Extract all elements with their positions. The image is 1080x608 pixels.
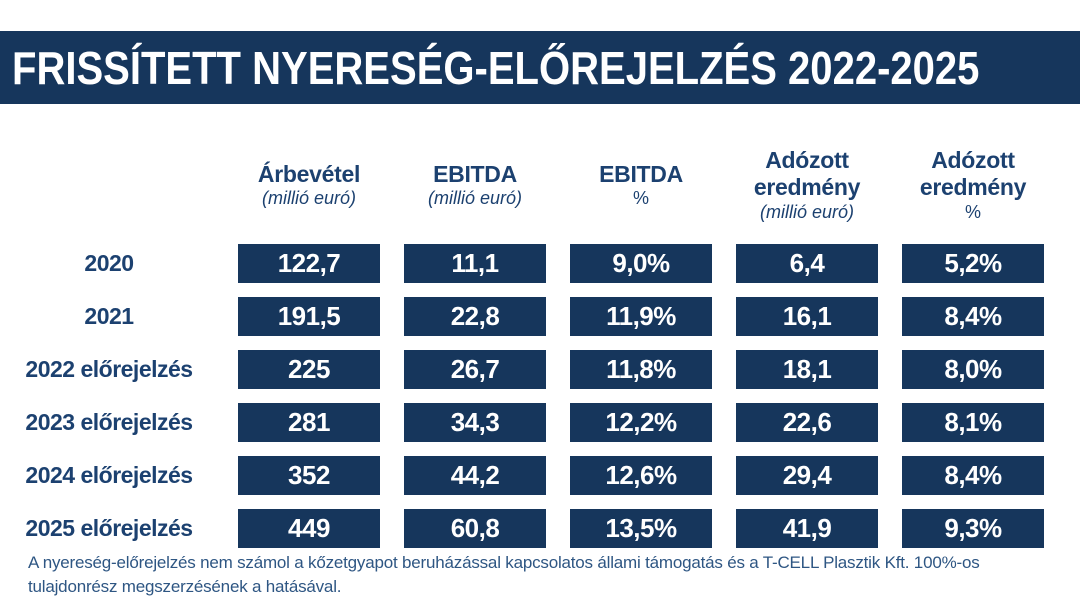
value-cell: 8,1% [902, 403, 1044, 442]
row-label: 2025 előrejelzés [25, 515, 193, 541]
table-row: 2021 191,5 22,8 11,9% 16,1 8,4% [0, 297, 1080, 336]
row-label: 2022 előrejelzés [25, 356, 193, 382]
column-title: Adózott eredmény [919, 147, 1027, 201]
column-title: Adózott eredmény [753, 147, 861, 201]
value-cell: 9,0% [570, 244, 712, 283]
value-cell: 12,2% [570, 403, 712, 442]
page-title: FRISSÍTETT NYERESÉG-ELŐREJELZÉS 2022-202… [12, 41, 980, 94]
title-bar: FRISSÍTETT NYERESÉG-ELŐREJELZÉS 2022-202… [0, 31, 1080, 104]
column-unit: (millió euró) [427, 187, 523, 208]
table-row: 2020 122,7 11,1 9,0% 6,4 5,2% [0, 244, 1080, 283]
value-cell: 18,1 [736, 350, 878, 389]
value-cell: 281 [238, 403, 380, 442]
row-label: 2024 előrejelzés [25, 462, 193, 488]
value-cell: 6,4 [736, 244, 878, 283]
column-header-ebitda: EBITDA (millió euró) [404, 136, 546, 234]
value-cell: 449 [238, 509, 380, 548]
column-header-arbevetel: Árbevétel (millió euró) [238, 136, 380, 234]
value-cell: 8,4% [902, 456, 1044, 495]
row-label: 2023 előrejelzés [25, 409, 193, 435]
header-spacer [4, 136, 214, 234]
value-cell: 29,4 [736, 456, 878, 495]
column-header-ebitda-percent: EBITDA % [570, 136, 712, 234]
value-cell: 26,7 [404, 350, 546, 389]
row-label: 2020 [84, 250, 134, 276]
table-row: 2024 előrejelzés 352 44,2 12,6% 29,4 8,4… [0, 456, 1080, 495]
table-header-row: Árbevétel (millió euró) EBITDA (millió e… [0, 136, 1080, 234]
value-cell: 22,6 [736, 403, 878, 442]
value-cell: 5,2% [902, 244, 1044, 283]
column-header-adozott-eredmeny-percent: Adózott eredmény % [902, 136, 1044, 234]
value-cell: 34,3 [404, 403, 546, 442]
table-row: 2023 előrejelzés 281 34,3 12,2% 22,6 8,1… [0, 403, 1080, 442]
value-cell: 44,2 [404, 456, 546, 495]
value-cell: 12,6% [570, 456, 712, 495]
row-label: 2021 [84, 303, 134, 329]
column-title: Árbevétel [257, 160, 361, 187]
value-cell: 191,5 [238, 297, 380, 336]
column-unit: % [964, 201, 981, 222]
value-cell: 41,9 [736, 509, 878, 548]
column-header-adozott-eredmeny: Adózott eredmény (millió euró) [736, 136, 878, 234]
column-unit: % [632, 187, 649, 208]
value-cell: 9,3% [902, 509, 1044, 548]
value-cell: 16,1 [736, 297, 878, 336]
column-unit: (millió euró) [759, 201, 855, 222]
table-body: 2020 122,7 11,1 9,0% 6,4 5,2% 2021 191,5… [0, 244, 1080, 548]
value-cell: 225 [238, 350, 380, 389]
value-cell: 11,9% [570, 297, 712, 336]
footnote-text: A nyereség-előrejelzés nem számol a kőze… [28, 553, 980, 597]
value-cell: 11,8% [570, 350, 712, 389]
value-cell: 8,4% [902, 297, 1044, 336]
column-title: EBITDA [433, 160, 517, 187]
value-cell: 8,0% [902, 350, 1044, 389]
column-unit: (millió euró) [261, 187, 357, 208]
value-cell: 13,5% [570, 509, 712, 548]
value-cell: 352 [238, 456, 380, 495]
column-title: EBITDA [599, 160, 683, 187]
value-cell: 11,1 [404, 244, 546, 283]
table-row: 2022 előrejelzés 225 26,7 11,8% 18,1 8,0… [0, 350, 1080, 389]
value-cell: 60,8 [404, 509, 546, 548]
value-cell: 22,8 [404, 297, 546, 336]
value-cell: 122,7 [238, 244, 380, 283]
table-row: 2025 előrejelzés 449 60,8 13,5% 41,9 9,3… [0, 509, 1080, 548]
